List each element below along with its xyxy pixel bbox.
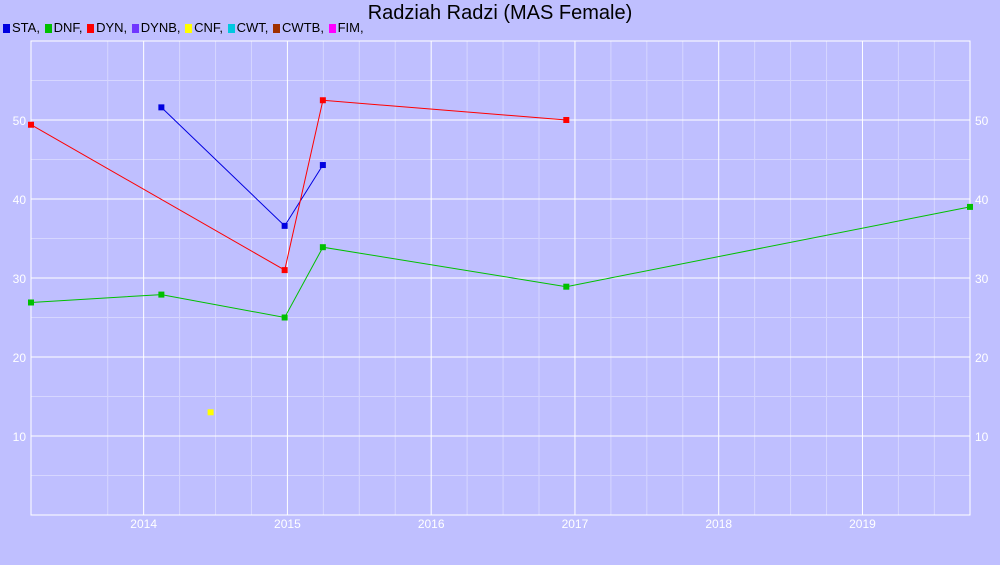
legend-label-cnf: CNF, bbox=[194, 20, 224, 35]
x-tick-label: 2014 bbox=[130, 517, 157, 531]
legend-swatch-dnf bbox=[44, 24, 52, 33]
x-tick-label: 2018 bbox=[705, 517, 732, 531]
legend-label-sta: STA, bbox=[12, 20, 40, 35]
legend-item-dnf: DNF, bbox=[44, 20, 83, 36]
legend-label-cwt: CWT, bbox=[236, 20, 269, 35]
data-point-dnf bbox=[967, 203, 973, 210]
legend-label-dnf: DNF, bbox=[53, 20, 83, 35]
legend-swatch-sta bbox=[3, 24, 10, 33]
x-tick-label: 2015 bbox=[274, 517, 301, 531]
legend-label-dynb: DYNB, bbox=[140, 20, 181, 35]
legend-item-cnf: CNF, bbox=[185, 20, 223, 36]
legend-swatch-dyn bbox=[87, 24, 95, 33]
series-line-dnf bbox=[30, 206, 971, 319]
data-point-dyn bbox=[28, 121, 34, 128]
legend-item-cwtb: CWTB, bbox=[273, 20, 324, 36]
plot-frame bbox=[30, 40, 971, 516]
legend-item-sta: STA, bbox=[3, 20, 40, 36]
data-point-dnf bbox=[158, 291, 165, 298]
data-point-sta bbox=[319, 162, 326, 169]
x-tick-label: 2019 bbox=[849, 517, 876, 531]
data-point-sta bbox=[281, 222, 288, 229]
legend-item-dynb: DYNB, bbox=[131, 20, 181, 36]
x-tick-label: 2016 bbox=[418, 517, 445, 531]
y-tick-label-right: 30 bbox=[975, 272, 989, 286]
y-tick-label-right: 40 bbox=[975, 193, 989, 207]
y-tick-label-left: 50 bbox=[13, 114, 27, 128]
legend: STA, DNF, DYN, DYNB, CNF, CWT, CWTB, FIM… bbox=[3, 20, 365, 36]
data-point-sta bbox=[158, 104, 165, 111]
data-point-dyn bbox=[319, 97, 326, 104]
chart-title: Radziah Radzi (MAS Female) bbox=[367, 2, 633, 24]
data-point-dnf bbox=[281, 314, 288, 321]
y-tick-label-left: 30 bbox=[13, 272, 27, 286]
data-point-dnf bbox=[563, 283, 570, 290]
data-point-dyn bbox=[563, 117, 570, 123]
data-point-cnf bbox=[207, 409, 214, 416]
y-tick-label-left: 40 bbox=[13, 193, 27, 207]
legend-label-cwtb: CWTB, bbox=[282, 20, 324, 35]
legend-item-fim: FIM, bbox=[328, 20, 364, 36]
data-point-dnf bbox=[28, 299, 34, 306]
legend-swatch-dynb bbox=[131, 24, 139, 33]
x-tick-label: 2017 bbox=[562, 517, 589, 531]
series-line-dyn bbox=[30, 99, 567, 271]
legend-item-dyn: DYN, bbox=[87, 20, 127, 36]
legend-label-dyn: DYN, bbox=[96, 20, 128, 35]
legend-swatch-cnf bbox=[185, 24, 193, 33]
y-tick-label-left: 20 bbox=[13, 351, 27, 365]
y-tick-label-left: 10 bbox=[13, 430, 27, 444]
legend-label-fim: FIM, bbox=[337, 20, 364, 35]
legend-swatch-cwtb bbox=[273, 24, 281, 33]
axes: 10 10 20 20 30 30 40 40 50 50 2014 2015 2016 2017 2018… bbox=[13, 40, 989, 531]
data-point-dnf bbox=[319, 244, 326, 251]
series bbox=[28, 97, 973, 416]
y-tick-label-right: 10 bbox=[975, 430, 989, 444]
legend-swatch-cwt bbox=[227, 24, 235, 33]
data-point-dyn bbox=[281, 267, 288, 274]
y-tick-label-right: 20 bbox=[975, 351, 989, 365]
grid bbox=[31, 41, 970, 515]
legend-swatch-fim bbox=[328, 24, 336, 33]
legend-item-cwt: CWT, bbox=[227, 20, 269, 36]
y-tick-label-right: 50 bbox=[975, 114, 989, 128]
